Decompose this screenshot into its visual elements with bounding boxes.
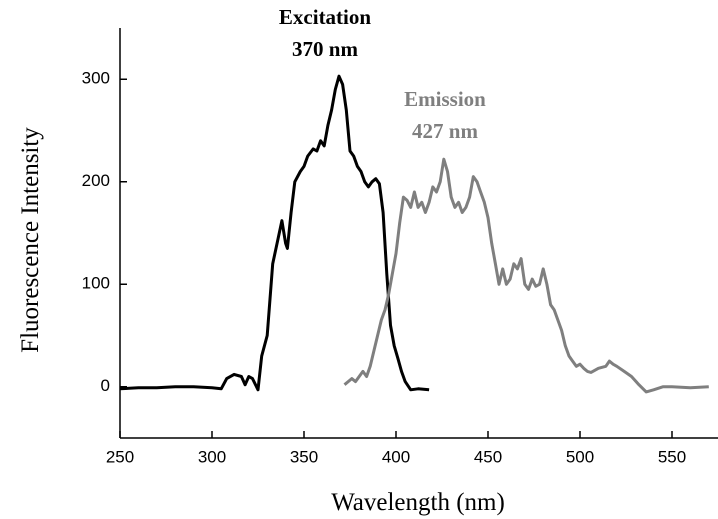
- x-tick-label: 500: [566, 447, 594, 466]
- x-tick-label: 450: [474, 447, 502, 466]
- x-tick-label: 350: [290, 447, 318, 466]
- y-tick-label: 200: [82, 171, 110, 190]
- y-tick-label: 300: [82, 69, 110, 88]
- peak-label: 427 nm: [412, 119, 478, 143]
- series-name: Emission: [404, 87, 486, 111]
- series-name: Excitation: [279, 5, 371, 29]
- series-line: [119, 74, 430, 392]
- y-axis-label: Fluorescence Intensity: [17, 127, 44, 353]
- x-tick-label: 400: [382, 447, 410, 466]
- x-tick-label: 300: [198, 447, 226, 466]
- peak-label: 370 nm: [292, 37, 358, 61]
- x-tick-label: 250: [106, 447, 134, 466]
- x-tick-label: 550: [658, 447, 686, 466]
- y-tick-label: 0: [101, 376, 110, 395]
- x-axis-label: Wavelength (nm): [331, 489, 505, 516]
- series-line: [343, 157, 709, 394]
- y-tick-label: 100: [82, 274, 110, 293]
